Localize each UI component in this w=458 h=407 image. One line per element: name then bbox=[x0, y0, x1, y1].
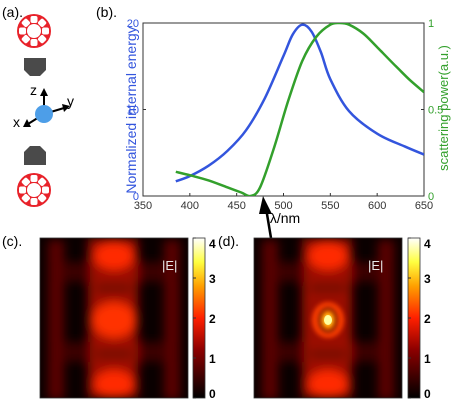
colorbar-tick-label: 2 bbox=[209, 312, 216, 326]
x-tick-label: 600 bbox=[368, 200, 386, 212]
axes-indicator: z y x bbox=[13, 82, 74, 130]
y-right-tick-label: 0 bbox=[428, 191, 434, 203]
series-scattering-power-line bbox=[175, 23, 424, 196]
colorbar-tick-label: 4 bbox=[209, 237, 216, 251]
series-internal-energy-line bbox=[175, 23, 424, 183]
y-left-tick-label: 10 bbox=[127, 105, 139, 117]
y-right-tick-label: 0.5 bbox=[428, 105, 443, 117]
colorbar-tick-label: 4 bbox=[424, 237, 431, 251]
y-left-tick-label: 20 bbox=[127, 18, 139, 30]
panel-d-label: (d). bbox=[218, 233, 239, 249]
plot-frame bbox=[142, 22, 425, 197]
bottom-shell-icon bbox=[17, 173, 51, 207]
y-right-axis-title: scattering power(a.u.) bbox=[436, 45, 451, 171]
bottom-lens-icon bbox=[24, 146, 46, 165]
panel-a: (a). z y x bbox=[2, 4, 74, 207]
top-lens-icon bbox=[24, 58, 46, 76]
colorbar-d-ticks: 0 1 2 3 4 bbox=[408, 237, 431, 401]
x-tick-label: 500 bbox=[274, 200, 292, 212]
axis-y-label: y bbox=[67, 93, 74, 109]
y-right-axis-ticks: 00.51 bbox=[421, 18, 443, 203]
panel-d: (d). |E| bbox=[218, 233, 431, 401]
y-left-axis-ticks: 0 10 20 bbox=[127, 18, 146, 203]
x-tick-label: 350 bbox=[134, 200, 152, 212]
colorbar-tick-label: 1 bbox=[424, 352, 431, 366]
panel-c-label: (c). bbox=[2, 233, 22, 249]
y-left-tick-label: 0 bbox=[133, 191, 139, 203]
field-label-c: |E| bbox=[162, 258, 177, 273]
x-axis-ticks: 350 400 450 500 550 600 650 bbox=[134, 193, 433, 212]
top-shell-icon bbox=[17, 14, 51, 48]
colorbar-tick-label: 3 bbox=[209, 272, 216, 286]
colorbar-tick-label: 0 bbox=[424, 387, 431, 401]
y-right-tick-label: 1 bbox=[428, 18, 434, 30]
axis-z-label: z bbox=[30, 82, 37, 98]
x-tick-label: 550 bbox=[321, 200, 339, 212]
panel-c: (c). |E| 0 1 2 3 4 bbox=[2, 233, 216, 401]
colorbar-tick-label: 1 bbox=[209, 352, 216, 366]
x-tick-label: 450 bbox=[227, 200, 245, 212]
field-map-d: |E| bbox=[254, 238, 402, 398]
colorbar-tick-label: 3 bbox=[424, 272, 431, 286]
colorbar-tick-label: 2 bbox=[424, 312, 431, 326]
x-tick-label: 650 bbox=[415, 200, 433, 212]
colorbar-c-ticks: 0 1 2 3 4 bbox=[193, 237, 216, 401]
field-map-c: |E| bbox=[40, 238, 188, 398]
y-left-axis-title: Normalized internal energy bbox=[123, 26, 139, 193]
colorbar-tick-label: 0 bbox=[209, 387, 216, 401]
panel-b-label: (b). bbox=[96, 4, 117, 20]
x-tick-label: 400 bbox=[181, 200, 199, 212]
x-axis-title: λ/nm bbox=[270, 210, 300, 226]
particle-icon bbox=[35, 105, 53, 123]
field-label-d: |E| bbox=[368, 258, 383, 273]
axis-x-label: x bbox=[13, 114, 20, 130]
panel-a-label: (a). bbox=[2, 4, 23, 20]
